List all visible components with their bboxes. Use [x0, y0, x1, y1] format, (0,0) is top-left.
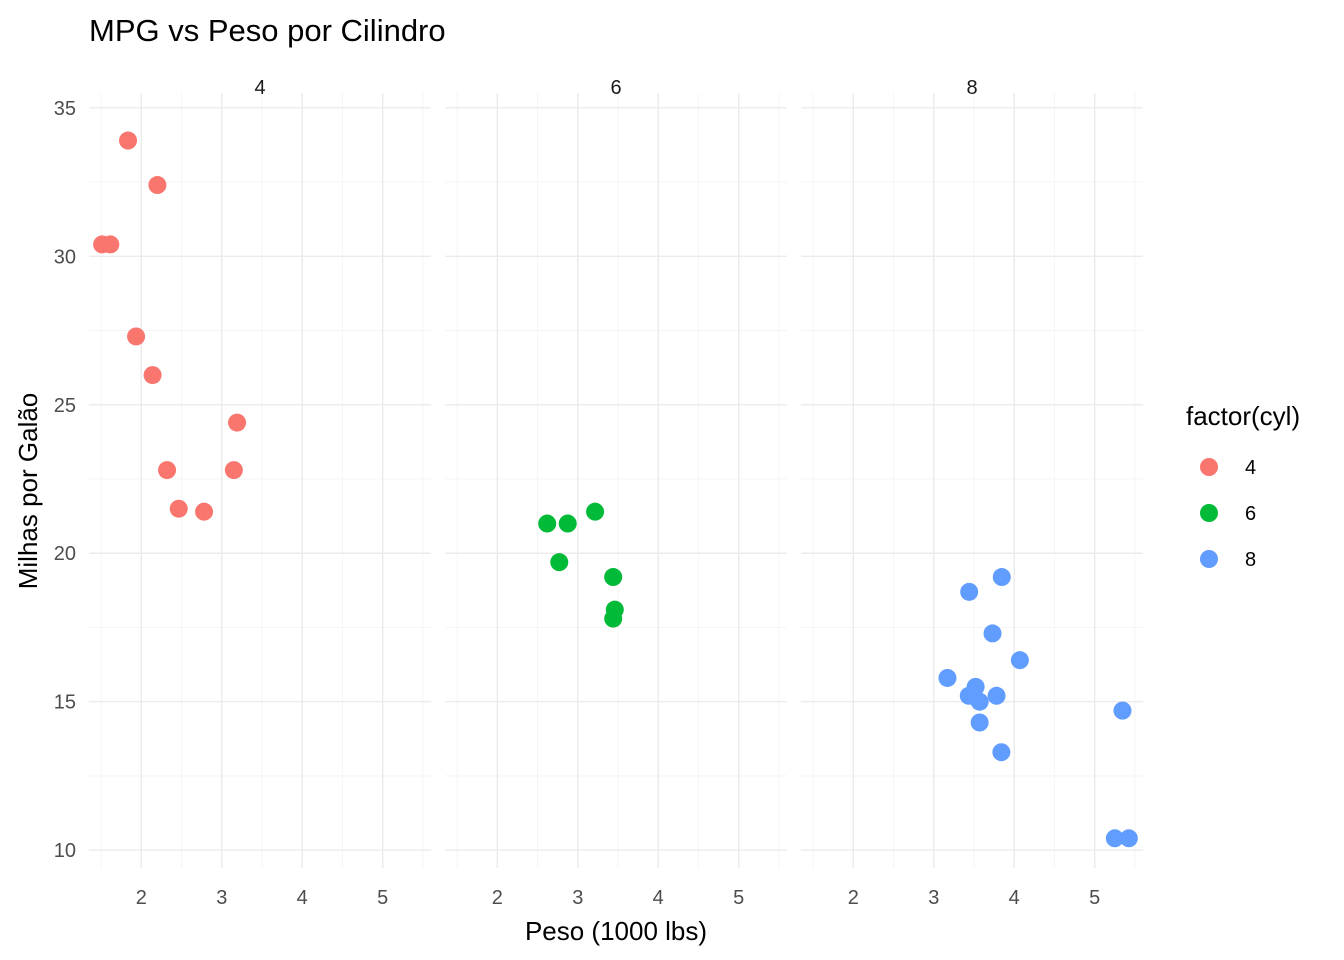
data-point: [970, 713, 989, 732]
facet-strip-label: 8: [966, 77, 977, 99]
data-point: [169, 499, 188, 518]
x-tick-label: 5: [377, 887, 388, 909]
data-point: [1010, 651, 1029, 670]
chart-title: MPG vs Peso por Cilindro: [89, 13, 446, 48]
data-point: [966, 677, 985, 696]
data-point: [538, 514, 557, 533]
data-point: [119, 131, 138, 150]
legend-label-8: 8: [1245, 549, 1256, 571]
x-tick-label: 3: [928, 887, 939, 909]
y-tick-label: 20: [54, 543, 76, 565]
x-tick-label: 2: [136, 887, 147, 909]
data-point: [605, 600, 624, 619]
x-tick-label: 2: [848, 887, 859, 909]
x-tick-label: 4: [1009, 887, 1020, 909]
data-point: [992, 743, 1011, 762]
data-point: [1119, 829, 1138, 848]
data-point: [992, 568, 1011, 587]
y-tick-label: 30: [54, 246, 76, 268]
data-point: [960, 582, 979, 601]
data-point: [586, 502, 605, 521]
facet-strip-label: 4: [254, 77, 265, 99]
data-point: [127, 327, 146, 346]
y-axis-title: Milhas por Galão: [13, 393, 43, 590]
legend: factor(cyl) 4 6 8: [1186, 401, 1300, 571]
data-point: [228, 413, 247, 432]
data-point: [101, 235, 120, 254]
data-point: [550, 553, 569, 572]
legend-title: factor(cyl): [1186, 401, 1300, 431]
data-point: [970, 692, 989, 711]
legend-key-4: [1200, 458, 1218, 476]
legend-label-4: 4: [1245, 457, 1256, 479]
x-tick-label: 5: [1089, 887, 1100, 909]
x-tick-label: 4: [297, 887, 308, 909]
y-tick-label: 35: [54, 98, 76, 120]
data-point: [224, 461, 243, 480]
facet-panel-4: 4 2 3 4 5 10 15 20 25 30 35: [54, 77, 431, 909]
data-point: [604, 568, 623, 587]
y-tick-label: 10: [54, 840, 76, 862]
facet-panel-8: 8 2 3 4 5: [801, 77, 1143, 909]
data-point: [158, 461, 177, 480]
facet-strip-label: 6: [610, 77, 621, 99]
data-point: [1113, 701, 1132, 720]
data-point: [558, 514, 577, 533]
facet-panels: 4 2 3 4 5 10 15 20 25 30 35 6 2 3 4 5 8 2 3 4 5: [54, 77, 1143, 909]
data-point: [1105, 829, 1124, 848]
data-point: [195, 502, 214, 521]
data-point: [987, 686, 1006, 705]
data-point: [938, 668, 957, 687]
data-point: [148, 176, 167, 195]
x-axis-title: Peso (1000 lbs): [525, 916, 707, 946]
legend-key-6: [1200, 504, 1218, 522]
data-point: [983, 624, 1002, 643]
x-tick-label: 3: [572, 887, 583, 909]
y-tick-label: 15: [54, 692, 76, 714]
data-point: [143, 366, 162, 385]
y-tick-label: 25: [54, 395, 76, 417]
x-tick-label: 3: [216, 887, 227, 909]
legend-label-6: 6: [1245, 503, 1256, 525]
x-tick-label: 2: [492, 887, 503, 909]
legend-key-8: [1200, 550, 1218, 568]
x-tick-label: 5: [733, 887, 744, 909]
facet-panel-6: 6 2 3 4 5: [445, 77, 787, 909]
x-tick-label: 4: [653, 887, 664, 909]
